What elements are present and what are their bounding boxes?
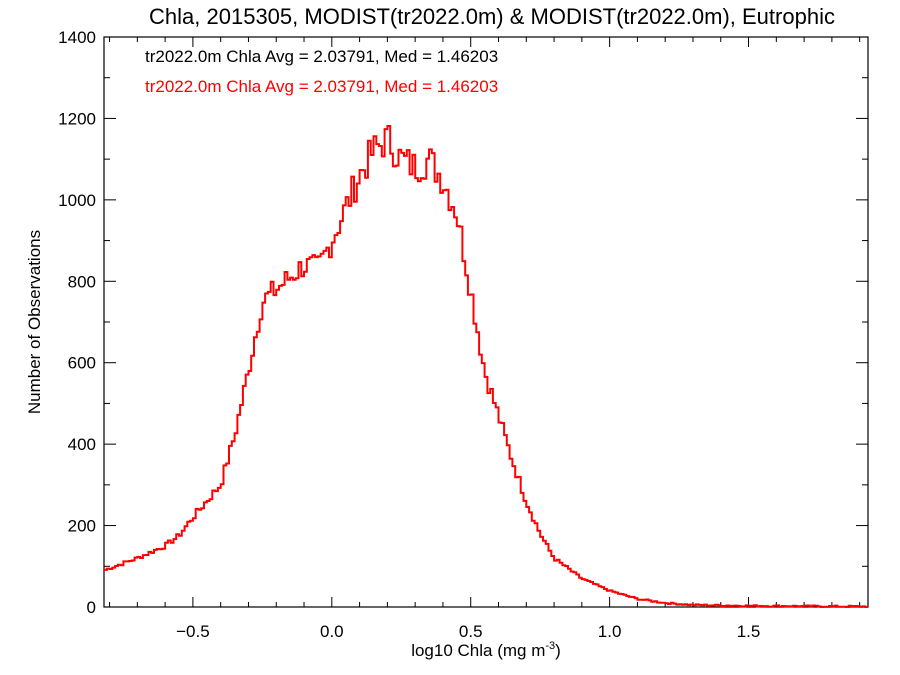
histogram-series-line: [104, 125, 868, 608]
y-tick-label: 1200: [58, 109, 96, 128]
plot-frame: [103, 36, 869, 608]
y-tick-label: 400: [68, 435, 96, 454]
annotation-black: tr2022.0m Chla Avg = 2.03791, Med = 1.46…: [145, 47, 498, 66]
x-tick-label: 1.0: [598, 622, 622, 641]
tick-labels: −0.5 0.0 0.5 1.0 1.5 0 200 400 600 800 1000 1200 140…: [58, 28, 760, 641]
x-axis-label-tail: ): [555, 641, 561, 660]
annotation-red: tr2022.0m Chla Avg = 2.03791, Med = 1.46…: [145, 77, 498, 96]
y-tick-label: 0: [87, 598, 96, 617]
x-tick-label: 0.5: [459, 622, 483, 641]
y-tick-label: 600: [68, 354, 96, 373]
x-axis-label-sup: -3: [545, 640, 555, 652]
axis-ticks: [104, 36, 868, 608]
chart-title: Chla, 2015305, MODIST(tr2022.0m) & MODIS…: [149, 4, 835, 29]
y-tick-label: 1000: [58, 191, 96, 210]
y-tick-label: 1400: [58, 28, 96, 47]
x-axis-label: log10 Chla (mg m-3): [411, 640, 561, 660]
y-axis-label: Number of Observations: [25, 230, 44, 414]
x-tick-label: 1.5: [737, 622, 761, 641]
x-axis-label-main: log10 Chla (mg m: [411, 641, 545, 660]
x-tick-label: 0.0: [320, 622, 344, 641]
x-tick-label: −0.5: [176, 622, 210, 641]
y-tick-label: 200: [68, 517, 96, 536]
y-tick-label: 800: [68, 272, 96, 291]
